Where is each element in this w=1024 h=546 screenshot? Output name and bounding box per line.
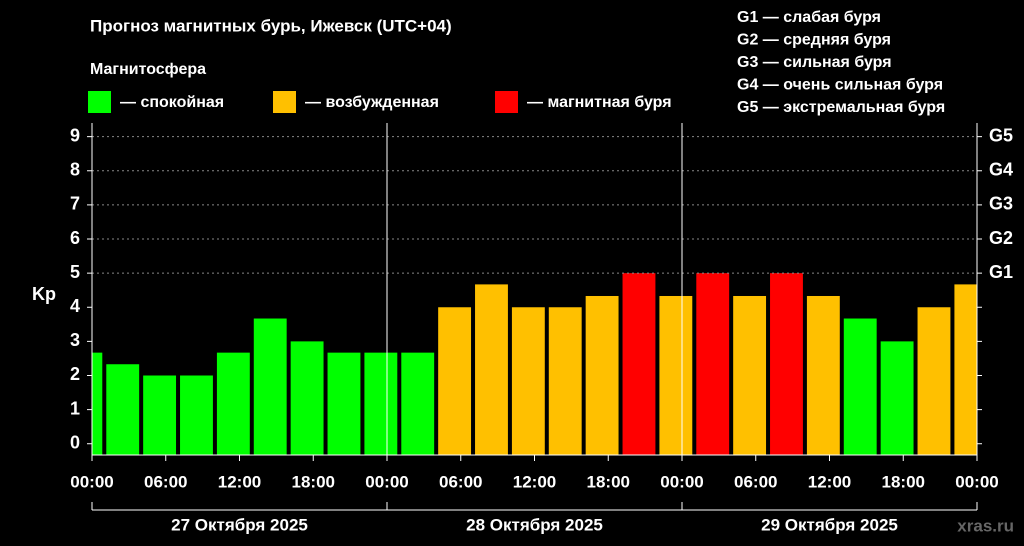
y-tick-label: 6 [70, 228, 80, 248]
legend-label: — магнитная буря [527, 94, 672, 111]
bar [917, 307, 951, 455]
y2-tick-label: G3 [989, 194, 1013, 214]
x-tick-label: 06:00 [734, 472, 777, 491]
legend-swatch [495, 91, 518, 113]
bar [511, 307, 545, 455]
y-tick-label: 7 [70, 194, 80, 214]
legend-label: — спокойная [120, 94, 224, 111]
bar [106, 364, 140, 455]
y2-tick-label: G1 [989, 262, 1013, 282]
y-tick-label: 0 [70, 432, 80, 452]
bar [475, 284, 508, 455]
bar [954, 284, 977, 455]
x-tick-label: 00:00 [660, 472, 703, 491]
storm-legend-item: G2 — средняя буря [737, 32, 891, 49]
legend-swatch [88, 91, 111, 113]
y-tick-label: 3 [70, 330, 80, 350]
x-tick-label: 12:00 [218, 472, 261, 491]
bar [143, 375, 177, 455]
bar [290, 341, 324, 455]
x-tick-label: 12:00 [513, 472, 556, 491]
storm-legend-item: G4 — очень сильная буря [737, 77, 943, 94]
x-tick-label: 18:00 [587, 472, 630, 491]
storm-legend-item: G5 — экстремальная буря [737, 99, 945, 116]
y-tick-label: 2 [70, 364, 80, 384]
bar [180, 375, 213, 455]
legend-label: — возбужденная [305, 94, 439, 111]
x-tick-label: 12:00 [808, 472, 851, 491]
x-tick-label: 00:00 [365, 472, 408, 491]
chart-title: Прогноз магнитных бурь, Ижевск (UTC+04) [90, 16, 452, 35]
y2-tick-label: G5 [989, 125, 1013, 145]
storm-legend-item: G1 — слабая буря [737, 9, 881, 26]
bar [327, 352, 361, 455]
y-tick-label: 8 [70, 160, 80, 180]
bar [585, 295, 619, 455]
bar [880, 341, 914, 455]
day-label: 28 Октября 2025 [466, 515, 603, 534]
y-tick-label: 5 [70, 262, 80, 282]
y-tick-label: 9 [70, 125, 80, 145]
x-tick-label: 18:00 [882, 472, 925, 491]
y-tick-label: 4 [70, 296, 80, 316]
bars [92, 273, 977, 455]
storm-legend-item: G3 — сильная буря [737, 54, 892, 71]
bar [253, 318, 287, 455]
y-axis-label: Kp [32, 284, 56, 304]
day-label: 29 Октября 2025 [761, 515, 898, 534]
bar [548, 307, 582, 455]
y2-tick-label: G4 [989, 160, 1013, 180]
bar [92, 352, 103, 455]
bar [622, 273, 656, 455]
legend-swatch [273, 91, 296, 113]
day-label: 27 Октября 2025 [171, 515, 308, 534]
y-tick-label: 1 [70, 398, 80, 418]
bar [806, 295, 840, 455]
watermark: xras.ru [957, 516, 1014, 535]
subtitle: Магнитосфера [90, 61, 206, 78]
bar [401, 352, 435, 455]
bar [843, 318, 877, 455]
x-tick-label: 00:00 [70, 472, 113, 491]
x-tick-label: 06:00 [144, 472, 187, 491]
x-tick-label: 18:00 [292, 472, 335, 491]
bar [733, 295, 767, 455]
bar [438, 307, 472, 455]
bar [659, 295, 693, 455]
x-tick-label: 00:00 [955, 472, 998, 491]
bar [216, 352, 250, 455]
x-tick-label: 06:00 [439, 472, 482, 491]
bar [770, 273, 803, 455]
y2-tick-label: G2 [989, 228, 1013, 248]
bar [364, 352, 398, 455]
bar [696, 273, 730, 455]
